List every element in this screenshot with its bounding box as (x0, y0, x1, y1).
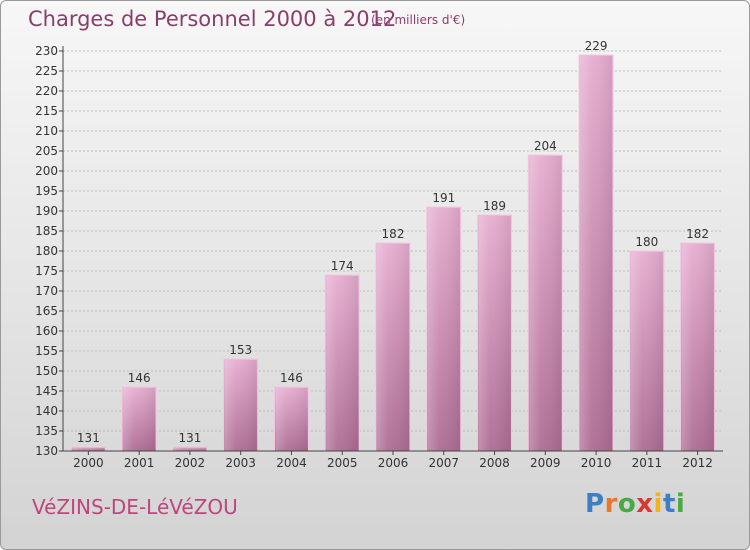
x-tick-label: 2012 (682, 456, 713, 470)
bar-shine (681, 244, 714, 451)
bar-value-label: 229 (585, 39, 608, 53)
proxiti-logo: Proxiti (585, 489, 685, 519)
x-tick-label: 2008 (479, 456, 510, 470)
y-tick-label: 135 (35, 424, 58, 438)
logo-letter: o (617, 489, 637, 519)
x-tick-label: 2004 (276, 456, 307, 470)
bar-shine (224, 360, 257, 451)
x-tick-label: 2011 (632, 456, 663, 470)
bar-shine (478, 216, 511, 451)
y-tick-label: 225 (35, 64, 58, 78)
bar-shine (377, 244, 409, 451)
y-tick-label: 200 (35, 164, 58, 178)
bar-shine (580, 56, 613, 451)
bar-value-label: 174 (331, 259, 354, 273)
bar-value-label: 146 (128, 371, 151, 385)
y-tick-label: 130 (35, 444, 58, 458)
logo-letter: P (585, 489, 605, 519)
bar-shine (630, 252, 663, 451)
y-tick-label: 205 (35, 144, 58, 158)
y-tick-label: 175 (35, 264, 58, 278)
bar-value-label: 189 (483, 199, 506, 213)
y-tick-label: 215 (35, 104, 58, 118)
bar-shine (123, 388, 156, 451)
y-tick-label: 210 (35, 124, 58, 138)
bar-value-label: 182 (686, 227, 709, 241)
logo-letter: i (675, 489, 686, 519)
bar-shine (173, 448, 206, 451)
x-tick-label: 2002 (175, 456, 206, 470)
bar-value-label: 191 (432, 191, 455, 205)
bar-value-label: 180 (635, 235, 658, 249)
y-tick-label: 140 (35, 404, 58, 418)
x-tick-label: 2000 (73, 456, 104, 470)
bar-value-label: 182 (382, 227, 405, 241)
bar-shine (72, 448, 105, 451)
chart-title: Charges de Personnel 2000 à 2012 (28, 7, 397, 31)
x-tick-label: 2007 (428, 456, 459, 470)
bar-value-label: 131 (178, 431, 201, 445)
bar-shine (529, 156, 562, 451)
x-tick-label: 2009 (530, 456, 561, 470)
bar-value-label: 153 (229, 343, 252, 357)
bar-shine (427, 208, 460, 451)
bar-shine (275, 388, 308, 451)
y-tick-label: 145 (35, 384, 58, 398)
y-tick-label: 190 (35, 204, 58, 218)
y-tick-label: 180 (35, 244, 58, 258)
y-tick-label: 160 (35, 324, 58, 338)
x-tick-label: 2003 (225, 456, 256, 470)
x-tick-label: 2005 (327, 456, 358, 470)
x-tick-label: 2010 (581, 456, 612, 470)
y-tick-label: 220 (35, 84, 58, 98)
logo-letter: r (604, 489, 618, 519)
y-tick-label: 150 (35, 364, 58, 378)
bar-shine (326, 276, 359, 451)
y-tick-label: 185 (35, 224, 58, 238)
y-tick-label: 165 (35, 304, 58, 318)
place-name: VéZINS-DE-LéVéZOU (32, 495, 238, 519)
logo-letter: t (662, 489, 676, 519)
y-tick-label: 155 (35, 344, 58, 358)
bar-value-label: 204 (534, 139, 557, 153)
logo-letter: x (636, 489, 654, 519)
chart-subtitle: (en milliers d'€) (371, 13, 466, 27)
y-tick-label: 170 (35, 284, 58, 298)
bar-value-label: 131 (77, 431, 100, 445)
x-tick-label: 2006 (378, 456, 409, 470)
x-tick-label: 2001 (124, 456, 155, 470)
logo-letter: i (653, 489, 663, 519)
y-tick-label: 230 (35, 44, 58, 58)
bar-value-label: 146 (280, 371, 303, 385)
y-tick-label: 195 (35, 184, 58, 198)
